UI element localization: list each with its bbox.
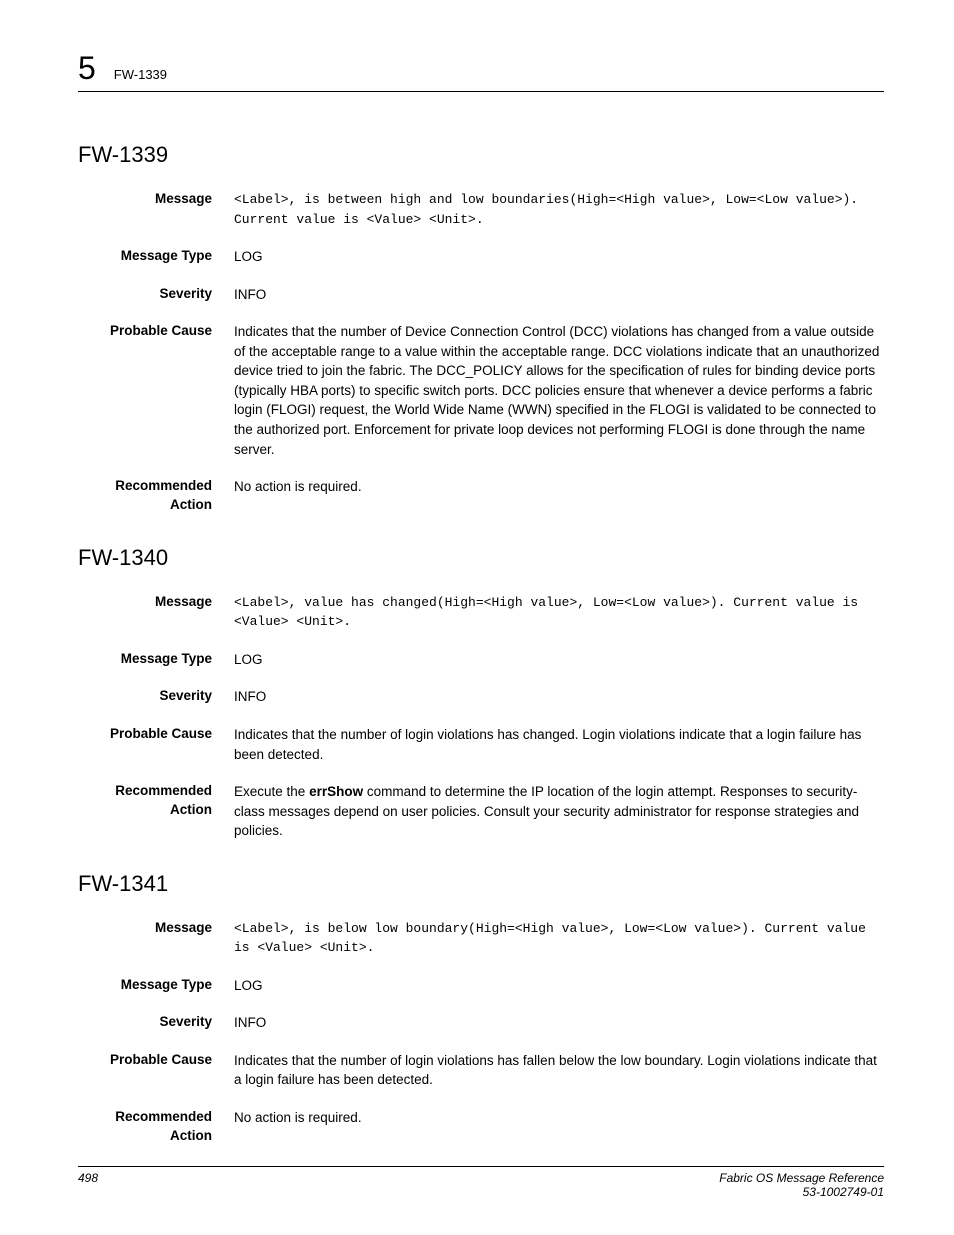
row-message: Message <Label>, is between high and low…: [78, 190, 884, 229]
page-footer: 498 Fabric OS Message Reference 53-10027…: [78, 1166, 884, 1199]
ra-pre: No action is required.: [234, 1110, 362, 1125]
value-severity: INFO: [220, 285, 884, 305]
label-recommended-l1: Recommended: [115, 783, 212, 798]
value-recommended-action: No action is required.: [220, 1108, 884, 1128]
row-probable-cause: Probable Cause Indicates that the number…: [78, 1051, 884, 1090]
label-recommended-l2: Action: [170, 802, 212, 817]
footer-doc-info: Fabric OS Message Reference 53-1002749-0…: [719, 1171, 884, 1199]
label-message: Message: [78, 190, 220, 209]
label-recommended-l1: Recommended: [115, 1109, 212, 1124]
label-recommended-action: Recommended Action: [78, 477, 220, 515]
header-code: FW-1339: [114, 67, 167, 82]
value-message: <Label>, is below low boundary(High=<Hig…: [220, 919, 884, 958]
label-severity: Severity: [78, 687, 220, 706]
row-message: Message <Label>, is below low boundary(H…: [78, 919, 884, 958]
value-probable-cause: Indicates that the number of Device Conn…: [220, 322, 884, 459]
value-severity: INFO: [220, 687, 884, 707]
value-message-type: LOG: [220, 650, 884, 670]
label-message: Message: [78, 593, 220, 612]
ra-bold: errShow: [309, 784, 363, 799]
row-recommended-action: Recommended Action Execute the errShow c…: [78, 782, 884, 841]
label-message: Message: [78, 919, 220, 938]
label-message-type: Message Type: [78, 976, 220, 995]
label-message-type: Message Type: [78, 650, 220, 669]
label-recommended-action: Recommended Action: [78, 782, 220, 820]
page-header: 5 FW-1339: [78, 50, 884, 92]
value-message-type: LOG: [220, 247, 884, 267]
footer-doc-title: Fabric OS Message Reference: [719, 1171, 884, 1185]
section-title: FW-1340: [78, 545, 884, 571]
label-probable-cause: Probable Cause: [78, 1051, 220, 1070]
row-severity: Severity INFO: [78, 285, 884, 305]
row-probable-cause: Probable Cause Indicates that the number…: [78, 725, 884, 764]
value-recommended-action: No action is required.: [220, 477, 884, 497]
chapter-number: 5: [78, 50, 96, 87]
footer-doc-number: 53-1002749-01: [803, 1185, 884, 1199]
row-message-type: Message Type LOG: [78, 650, 884, 670]
label-message-type: Message Type: [78, 247, 220, 266]
ra-pre: No action is required.: [234, 479, 362, 494]
value-severity: INFO: [220, 1013, 884, 1033]
label-recommended-l2: Action: [170, 1128, 212, 1143]
section-fw-1339: FW-1339 Message <Label>, is between high…: [78, 142, 884, 515]
ra-pre: Execute the: [234, 784, 309, 799]
section-title: FW-1339: [78, 142, 884, 168]
section-title: FW-1341: [78, 871, 884, 897]
value-recommended-action: Execute the errShow command to determine…: [220, 782, 884, 841]
row-recommended-action: Recommended Action No action is required…: [78, 477, 884, 515]
value-probable-cause: Indicates that the number of login viola…: [220, 1051, 884, 1090]
value-message: <Label>, value has changed(High=<High va…: [220, 593, 884, 632]
value-message-type: LOG: [220, 976, 884, 996]
row-severity: Severity INFO: [78, 687, 884, 707]
row-probable-cause: Probable Cause Indicates that the number…: [78, 322, 884, 459]
label-recommended-l1: Recommended: [115, 478, 212, 493]
label-probable-cause: Probable Cause: [78, 322, 220, 341]
section-fw-1340: FW-1340 Message <Label>, value has chang…: [78, 545, 884, 841]
footer-page-number: 498: [78, 1171, 98, 1199]
label-probable-cause: Probable Cause: [78, 725, 220, 744]
label-recommended-action: Recommended Action: [78, 1108, 220, 1146]
label-severity: Severity: [78, 285, 220, 304]
row-recommended-action: Recommended Action No action is required…: [78, 1108, 884, 1146]
label-recommended-l2: Action: [170, 497, 212, 512]
value-probable-cause: Indicates that the number of login viola…: [220, 725, 884, 764]
row-message-type: Message Type LOG: [78, 247, 884, 267]
row-message: Message <Label>, value has changed(High=…: [78, 593, 884, 632]
section-fw-1341: FW-1341 Message <Label>, is below low bo…: [78, 871, 884, 1146]
value-message: <Label>, is between high and low boundar…: [220, 190, 884, 229]
label-severity: Severity: [78, 1013, 220, 1032]
row-message-type: Message Type LOG: [78, 976, 884, 996]
page-content: 5 FW-1339 FW-1339 Message <Label>, is be…: [0, 0, 954, 1146]
row-severity: Severity INFO: [78, 1013, 884, 1033]
